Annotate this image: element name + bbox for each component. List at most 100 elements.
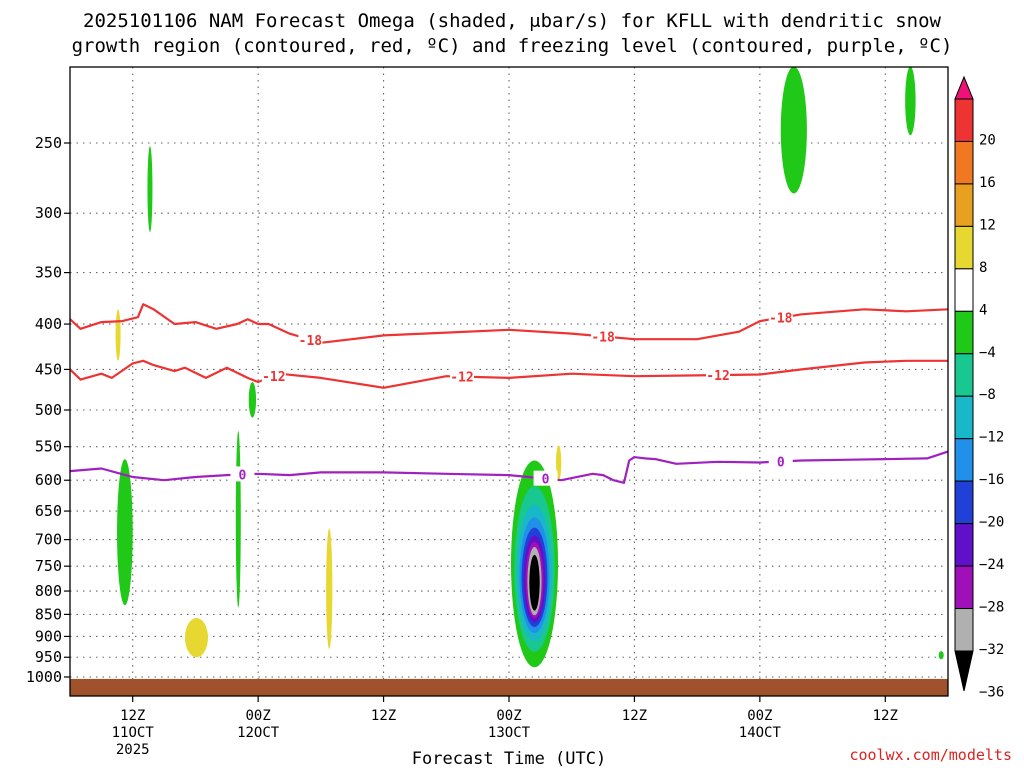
- y-tick-label-250: 250: [35, 134, 62, 152]
- x-tick-label-6: 12Z: [120, 708, 145, 724]
- x-date-label-6: 11OCT: [112, 725, 155, 741]
- y-tick-label-400: 400: [35, 315, 62, 333]
- pressure-axis: 250 300 350 400 450 500 550 600 650 700 750 800 850 9…: [26, 134, 70, 686]
- colorbar-label-11: −28: [979, 600, 1004, 616]
- contour-minus18: [69, 303, 949, 344]
- y-tick-label-750: 750: [35, 557, 62, 575]
- contour-label-minus12-0: -12: [262, 370, 285, 385]
- y-tick-label-450: 450: [35, 360, 62, 378]
- colorbar-swatch-11: [954, 565, 974, 610]
- colorbar-label-8: −16: [979, 472, 1004, 488]
- contour-label-zero-0: 0: [239, 468, 247, 483]
- omega-yellow-cell-900: [184, 618, 208, 658]
- contour-label-bg-zero-2: [768, 453, 793, 469]
- y-tick-label-850: 850: [35, 605, 62, 623]
- omega-shading: [115, 66, 944, 668]
- y-tick-label-350: 350: [35, 264, 62, 282]
- contour-label-minus18-0: -18: [299, 334, 323, 349]
- chart-title-line-2: growth region (contoured, red, ºC) and f…: [72, 35, 953, 57]
- colorbar-swatch-0: [954, 98, 974, 142]
- contour-label-minus18-1: -18: [591, 330, 615, 345]
- contour-label-minus18-2: -18: [769, 312, 793, 327]
- colorbar-label-1: 16: [979, 175, 996, 191]
- colorbar-label-13: −36: [979, 685, 1004, 701]
- terrain-fill: [70, 678, 948, 696]
- colorbar-swatch-1: [954, 140, 974, 185]
- chart-title-line-1: 2025101106 NAM Forecast Omega (shaded, μ…: [83, 10, 941, 32]
- omega-yellow-cell-400: [115, 309, 121, 361]
- colorbar-label-12: −32: [979, 642, 1004, 658]
- contour-label-bg-minus12-0: [261, 367, 286, 383]
- gridlines: [70, 67, 948, 696]
- colorbar-label-0: 20: [979, 133, 996, 149]
- colorbar-swatch-9: [954, 480, 974, 525]
- contour-label-bg-minus12-1: [449, 368, 474, 384]
- colorbar-label-10: −24: [979, 557, 1004, 573]
- contour-label-bg-minus18-1: [591, 328, 616, 344]
- contour-label-zero-2: 0: [777, 455, 785, 470]
- x-tick-label-54: 12Z: [622, 708, 647, 724]
- contour-label-bg-minus12-2: [706, 367, 731, 383]
- colorbar-swatch-10: [954, 523, 974, 567]
- colorbar-top-arrow: [954, 75, 974, 100]
- omega-green-cell-300: [147, 146, 153, 233]
- colorbar-swatch-2: [954, 183, 974, 227]
- colorbar-label-2: 12: [979, 217, 996, 233]
- contour-label-zero-1: 0: [542, 473, 550, 488]
- x-date-label-18: 12OCT: [237, 725, 280, 741]
- omega-green-cell-480: [248, 382, 257, 418]
- omega-core-ring-8: [529, 554, 540, 611]
- y-tick-label-300: 300: [35, 204, 62, 222]
- omega-green-cell-950: [938, 651, 944, 660]
- y-tick-label-500: 500: [35, 401, 62, 419]
- x-date-label-66: 14OCT: [739, 725, 782, 741]
- colorbar: 20 16 12 8 4 −4 −8 −12 −16 −20 −24 −28 −32 −36: [954, 75, 1004, 701]
- omega-green-cell-top-2: [905, 66, 916, 136]
- contour-lines: -18 -18 -18 -12 -12 -12 0 0 0: [69, 303, 949, 488]
- colorbar-label-4: 4: [979, 302, 987, 318]
- y-tick-label-600: 600: [35, 471, 62, 489]
- colorbar-label-5: −4: [979, 345, 996, 361]
- omega-green-cell-650: [117, 459, 133, 606]
- colorbar-swatch-4: [954, 268, 974, 312]
- x-tick-label-30: 12Z: [371, 708, 396, 724]
- colorbar-label-9: −20: [979, 515, 1004, 531]
- x-tick-label-18: 00Z: [245, 708, 270, 724]
- omega-green-cell-700: [235, 430, 241, 608]
- contour-label-minus12-1: -12: [450, 371, 473, 386]
- omega-yellow-cell-780: [326, 528, 333, 650]
- y-tick-label-1000: 1000: [26, 668, 62, 686]
- y-tick-label-950: 950: [35, 648, 62, 666]
- plot-area: [70, 67, 948, 696]
- y-tick-label-900: 900: [35, 627, 62, 645]
- x-date-label-42: 13OCT: [488, 725, 531, 741]
- terrain-layer: [70, 678, 948, 696]
- x-tick-label-78: 12Z: [873, 708, 898, 724]
- colorbar-swatch-8: [954, 438, 974, 482]
- y-tick-label-650: 650: [35, 502, 62, 520]
- x-tick-label-42: 00Z: [496, 708, 521, 724]
- contour-label-bg-minus18-2: [768, 309, 793, 325]
- colorbar-label-7: −12: [979, 430, 1004, 446]
- omega-green-cell-top-1: [780, 66, 807, 194]
- y-tick-label-700: 700: [35, 531, 62, 549]
- colorbar-swatch-12: [954, 608, 974, 652]
- colorbar-bottom-arrow: [954, 650, 974, 692]
- credit-link[interactable]: coolwx.com/modelts: [849, 746, 1012, 764]
- contour-label-minus12-2: -12: [706, 369, 729, 384]
- colorbar-label-6: −8: [979, 387, 996, 403]
- colorbar-label-3: 8: [979, 260, 987, 276]
- x-year-label-6: 2025: [116, 742, 150, 758]
- y-tick-label-550: 550: [35, 438, 62, 456]
- contour-label-bg-minus18-0: [298, 331, 323, 347]
- x-tick-label-66: 00Z: [747, 708, 772, 724]
- contour-label-bg-zero-1: [533, 470, 558, 486]
- colorbar-swatch-7: [954, 395, 974, 440]
- x-axis-label: Forecast Time (UTC): [412, 749, 606, 768]
- y-tick-label-800: 800: [35, 582, 62, 600]
- colorbar-swatch-5: [954, 310, 974, 355]
- colorbar-swatch-6: [954, 353, 974, 397]
- contour-label-bg-zero-0: [230, 466, 255, 482]
